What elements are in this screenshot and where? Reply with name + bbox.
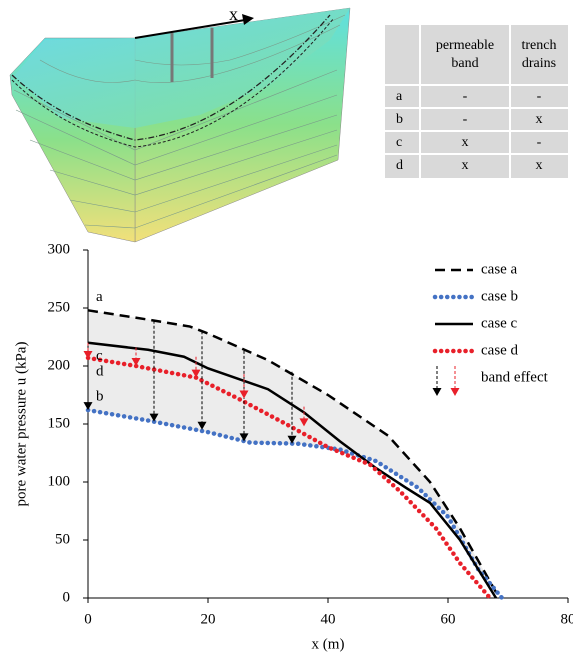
x-tick-label: 40	[321, 611, 336, 627]
series-line	[85, 407, 505, 601]
table-cell: a	[396, 89, 403, 104]
y-tick-label: 250	[48, 299, 71, 315]
band-effect-arrow	[287, 371, 297, 444]
arrow-head	[191, 369, 201, 378]
model-axis-label: x	[229, 4, 238, 24]
arrowhead	[242, 14, 254, 25]
table-cell: -	[537, 89, 542, 104]
model-top	[14, 8, 350, 128]
table-cell: x	[462, 158, 469, 173]
slope-model: x	[9, 4, 351, 243]
arrow-head	[197, 421, 207, 430]
table-header: trench drains	[522, 38, 557, 71]
band-line	[11, 14, 331, 141]
table-bg	[385, 25, 568, 178]
contours	[13, 14, 346, 229]
x-axis-label: x (m)	[312, 636, 345, 652]
table-grid	[385, 25, 568, 178]
band-effect-arrow	[191, 356, 201, 378]
series-line	[85, 355, 493, 601]
band-effect-arrow	[197, 331, 207, 430]
arrow-head	[131, 358, 141, 366]
series-line	[87, 309, 498, 593]
table-cell: c	[396, 135, 402, 150]
curve-label: c	[96, 348, 103, 364]
arrow-head	[239, 433, 249, 442]
arrow-head	[83, 351, 93, 360]
y-tick-label: 50	[55, 531, 70, 547]
y-axis-label: pore water pressure u (kPa)	[13, 342, 29, 507]
y-tick-label: 300	[48, 241, 71, 257]
table-cell: x	[462, 135, 469, 150]
band-effect-arrow	[149, 320, 159, 422]
arrow-head	[239, 390, 249, 399]
series-line	[87, 341, 498, 599]
band-effect-arrow	[131, 347, 141, 366]
band-shading	[88, 310, 502, 598]
y-tick-label: 150	[48, 415, 71, 431]
table-cell: -	[463, 89, 468, 104]
curve-label: b	[96, 389, 104, 405]
table-cell: -	[463, 112, 468, 127]
chart: pore water pressure u (kPa) x (m) 0 50 100…	[13, 241, 573, 652]
curve-label: d	[96, 363, 104, 379]
y-tick-label: 100	[48, 473, 71, 489]
table-cell: d	[396, 158, 403, 173]
legend-label: case a	[481, 261, 518, 277]
x-tick-label: 60	[441, 611, 456, 627]
y-tick-label: 200	[48, 357, 71, 373]
legend-label: case b	[481, 288, 518, 304]
table-header: permeable band	[436, 38, 494, 71]
band-effect-arrow	[83, 342, 93, 360]
legend-arrow-head	[432, 388, 442, 396]
arrow-head	[149, 413, 159, 422]
table-cell: -	[537, 135, 542, 150]
arrow-head	[287, 435, 297, 444]
legend-label: case c	[481, 315, 518, 331]
legend-arrow-head	[450, 388, 460, 396]
table-cell: b	[396, 112, 403, 127]
table-cell: x	[536, 158, 543, 173]
x-tick-label: 0	[84, 611, 92, 627]
band-effect-arrow	[239, 374, 249, 399]
arrow-head	[299, 418, 309, 427]
x-axis-arrow	[134, 19, 246, 39]
legend-label: band effect	[481, 369, 549, 385]
arrow-head	[83, 402, 93, 411]
curve-label: a	[96, 289, 103, 305]
table-cell: x	[536, 112, 543, 127]
band-effect-arrow	[299, 406, 309, 427]
y-tick-label: 0	[63, 589, 71, 605]
legend-label: case d	[481, 342, 519, 358]
x-tick-label: 80	[561, 611, 573, 627]
band-line	[11, 17, 335, 148]
x-tick-label: 20	[201, 611, 216, 627]
